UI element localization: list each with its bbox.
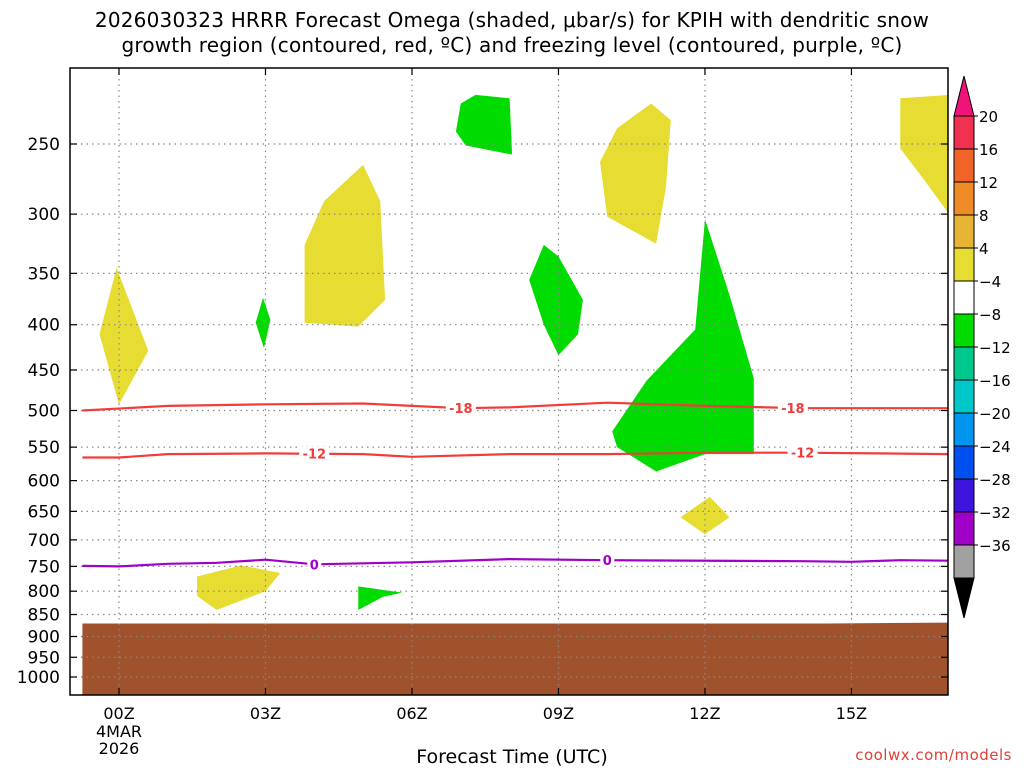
omega-region-8-positive — [680, 496, 730, 535]
colorbar-label-7: −8 — [979, 306, 1001, 324]
x-tick-sublabel-2: 2026 — [99, 739, 140, 758]
colorbar-segment-1 — [953, 115, 975, 150]
contour-label-bg — [787, 445, 818, 460]
plot-area: -18 -18 -12 -12 0 0 — [70, 68, 948, 695]
colorbar-label-5: 4 — [979, 240, 989, 258]
x-tick-label-00Z: 00Z — [103, 704, 134, 723]
colorbar-label-1: 20 — [979, 108, 998, 126]
colorbar-label-14: −36 — [979, 537, 1011, 555]
y-tick-label-700: 700 — [28, 531, 60, 551]
colorbar-segment-14 — [953, 544, 975, 579]
plot-frame — [69, 67, 949, 696]
colorbar-label-12: −28 — [979, 471, 1011, 489]
x-tick-label-03Z: 03Z — [250, 704, 281, 723]
omega-region-2-negative — [255, 297, 271, 348]
omega-region-5-positive — [600, 103, 671, 244]
contour--18 — [82, 401, 948, 412]
colorbar: 20 16 12 8 4 −4 −8 −12 −16 −20 −24 −28 −32 −36 — [953, 75, 1011, 619]
ground-terrain — [82, 622, 948, 695]
omega-region-9-positive — [197, 565, 281, 610]
x-axis-title: Forecast Time (UTC) — [416, 746, 608, 768]
y-tick-label-800: 800 — [28, 582, 60, 602]
colorbar-segment-3 — [953, 181, 975, 216]
contour-label-bg — [600, 553, 615, 568]
y-tick-label-250: 250 — [28, 135, 60, 155]
contour-label-0-2: 0 — [603, 554, 612, 569]
colorbar-label-2: 16 — [979, 141, 998, 159]
contour-label--12-1: -12 — [303, 448, 327, 463]
omega-region-11-positive — [900, 94, 948, 213]
omega-region-1-positive — [99, 267, 149, 405]
colorbar-segment-7 — [953, 313, 975, 348]
colorbar-segment-5 — [953, 247, 975, 282]
x-tick-label-09Z: 09Z — [543, 704, 574, 723]
colorbar-segment-10 — [953, 412, 975, 447]
colorbar-under-triangle — [953, 577, 975, 619]
omega-region-3-positive — [304, 164, 386, 327]
y-tick-label-850: 850 — [28, 606, 60, 626]
colorbar-segment-8 — [953, 346, 975, 381]
contour-label--18-2: -18 — [781, 402, 805, 417]
colorbar-label-8: −12 — [979, 339, 1011, 357]
contour--12 — [82, 451, 948, 459]
y-tick-label-950: 950 — [28, 648, 60, 668]
colorbar-segment-13 — [953, 511, 975, 546]
contour-label-bg — [307, 557, 322, 572]
x-tick-label-15Z: 15Z — [836, 704, 867, 723]
y-tick-label-350: 350 — [28, 264, 60, 284]
x-tick-label-12Z: 12Z — [689, 704, 720, 723]
gridlines — [70, 68, 948, 695]
colorbar-label-4: 8 — [979, 207, 989, 225]
site-credit: coolwx.com/models — [855, 746, 1012, 764]
y-tick-label-300: 300 — [28, 205, 60, 225]
colorbar-label-9: −16 — [979, 372, 1011, 390]
omega-region-10-negative — [358, 586, 403, 610]
colorbar-label-6: −4 — [979, 273, 1001, 291]
contour-label-bg — [777, 400, 808, 415]
y-axis: 2503003504004505005506006507007508008509… — [17, 135, 948, 688]
colorbar-segment-2 — [953, 148, 975, 183]
contour-label-bg — [299, 446, 330, 461]
contour-label-bg — [445, 401, 476, 416]
y-tick-label-500: 500 — [28, 402, 60, 422]
contour-label--18-1: -18 — [449, 402, 473, 417]
contour-0 — [82, 557, 948, 568]
colorbar-label-10: −20 — [979, 405, 1011, 423]
y-tick-label-550: 550 — [28, 438, 60, 458]
colorbar-label-3: 12 — [979, 174, 998, 192]
colorbar-segment-4 — [953, 214, 975, 249]
y-tick-label-900: 900 — [28, 627, 60, 647]
y-tick-label-600: 600 — [28, 472, 60, 492]
colorbar-label-13: −32 — [979, 504, 1011, 522]
contour-label-0-1: 0 — [310, 558, 319, 573]
chart-title-line1: 2026030323 HRRR Forecast Omega (shaded, … — [94, 8, 930, 32]
contour-label--12-2: -12 — [791, 447, 815, 462]
omega-region-7-negative — [612, 219, 754, 472]
y-tick-label-450: 450 — [28, 361, 60, 381]
colorbar-segment-9 — [953, 379, 975, 414]
x-tick-sublabel-1: 4MAR — [96, 722, 142, 741]
colorbar-segment-12 — [953, 478, 975, 513]
omega-region-6-negative — [529, 244, 583, 356]
y-tick-label-1000: 1000 — [17, 668, 60, 688]
colorbar-segment-6 — [953, 280, 975, 315]
colorbar-label-11: −24 — [979, 438, 1011, 456]
y-tick-label-650: 650 — [28, 502, 60, 522]
y-tick-label-400: 400 — [28, 316, 60, 336]
colorbar-over-triangle — [953, 75, 975, 117]
omega-region-4-negative — [455, 94, 513, 155]
colorbar-segment-11 — [953, 445, 975, 480]
x-tick-label-06Z: 06Z — [396, 704, 427, 723]
chart-title-line2: growth region (contoured, red, ºC) and f… — [121, 33, 903, 57]
y-tick-label-750: 750 — [28, 557, 60, 577]
